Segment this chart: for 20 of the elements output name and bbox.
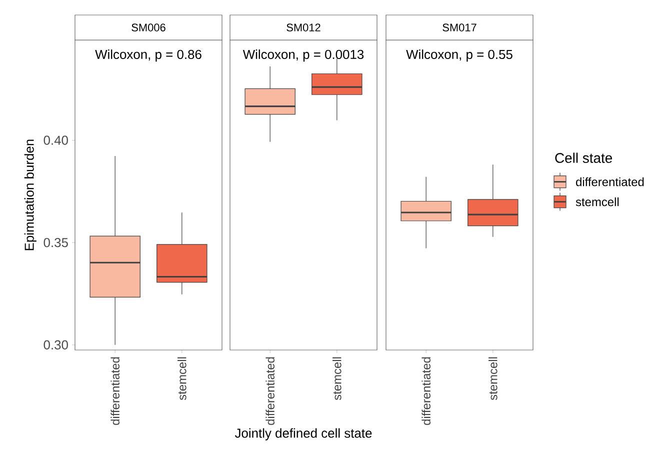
y-tick-label: 0.30: [44, 340, 68, 350]
annotation: Wilcoxon, p = 0.86: [95, 50, 202, 62]
x-axis-title: Jointly defined cell state: [234, 428, 372, 440]
y-tick-label: 0.40: [44, 136, 68, 145]
x-tick-label: stemcell: [332, 357, 342, 400]
legend-label: differentiated: [576, 177, 644, 186]
legend-title: Cell state: [555, 152, 612, 163]
x-tick-label: differentiated: [266, 357, 274, 425]
chart-title: SM006: [132, 24, 166, 32]
annotation: Wilcoxon, p = 0.55: [406, 50, 512, 62]
x-tick-label: differentiated: [422, 357, 430, 425]
x-tick-label: differentiated: [110, 357, 120, 425]
x-tick-label: stemcell: [178, 357, 186, 400]
chart-title: SM012: [286, 24, 320, 32]
x-tick-label: stemcell: [488, 357, 498, 400]
y-axis-title: Epimutation burden: [24, 140, 36, 250]
y-tick-label: 0.35: [44, 238, 68, 248]
chart-title: SM017: [442, 24, 476, 32]
legend-label: stemcell: [576, 197, 619, 206]
annotation: Wilcoxon, p = 0.0013: [242, 50, 364, 62]
